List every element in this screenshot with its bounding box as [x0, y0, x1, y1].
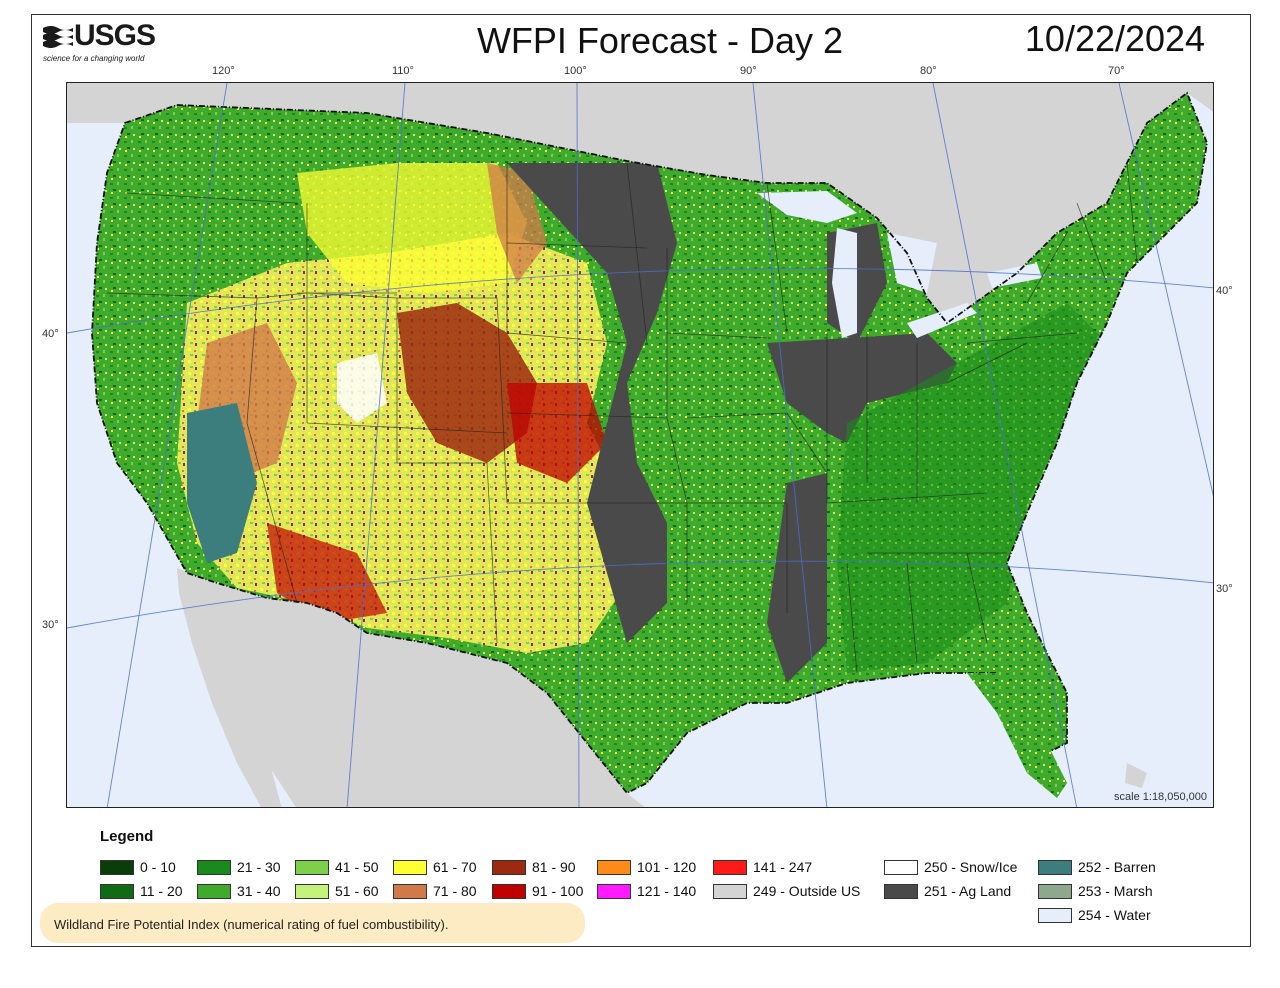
- legend-swatch: [393, 859, 427, 875]
- longitude-label: 100°: [564, 65, 587, 77]
- legend-item: 31 - 40: [197, 882, 281, 900]
- longitude-label: 80°: [920, 65, 937, 77]
- legend-item: 249 - Outside US: [713, 882, 860, 900]
- legend-label: 81 - 90: [532, 859, 576, 875]
- mexico-outside-us: [177, 568, 645, 807]
- legend-swatch: [100, 883, 134, 899]
- legend-swatch: [713, 883, 747, 899]
- legend-swatch: [597, 859, 631, 875]
- legend-label: 71 - 80: [433, 883, 477, 899]
- legend-item: 121 - 140: [597, 882, 696, 900]
- latitude-label-right: 40°: [1216, 285, 1233, 297]
- legend-swatch: [295, 859, 329, 875]
- legend-label: 61 - 70: [433, 859, 477, 875]
- legend-label: 91 - 100: [532, 883, 584, 899]
- legend-label: 253 - Marsh: [1078, 883, 1153, 899]
- state-boundaries: [106, 162, 1138, 674]
- legend-label: 252 - Barren: [1078, 859, 1156, 875]
- legend-caption: Wildland Fire Potential Index (numerical…: [54, 917, 449, 932]
- legend-swatch: [197, 859, 231, 875]
- legend-item: 252 - Barren: [1038, 858, 1156, 876]
- map-canvas: [67, 83, 1213, 807]
- legend-item: 253 - Marsh: [1038, 882, 1153, 900]
- legend-item: 254 - Water: [1038, 906, 1151, 924]
- legend-label: 250 - Snow/Ice: [924, 859, 1018, 875]
- lake-erie: [907, 303, 977, 338]
- legend-label: 249 - Outside US: [753, 883, 861, 899]
- us-border: [91, 91, 1208, 795]
- baja-outside-us: [177, 568, 282, 807]
- legend-swatch: [884, 883, 918, 899]
- usgs-wave-icon: [43, 26, 73, 48]
- lake-superior: [757, 191, 857, 223]
- legend-swatch: [100, 859, 134, 875]
- legend-label: 251 - Ag Land: [924, 883, 1012, 899]
- latitude-label-left: 30°: [42, 619, 59, 631]
- latitude-label-right: 30°: [1216, 583, 1233, 595]
- legend-item: 11 - 20: [100, 882, 183, 900]
- legend-item: 141 - 247: [713, 858, 812, 876]
- longitude-label: 110°: [392, 65, 414, 77]
- legend-item: 101 - 120: [597, 858, 696, 876]
- legend-item: 41 - 50: [295, 858, 379, 876]
- legend-swatch: [295, 883, 329, 899]
- legend-swatch: [1038, 859, 1072, 875]
- legend-item: 21 - 30: [197, 858, 281, 876]
- longitude-label: 70°: [1108, 65, 1125, 77]
- legend-swatch: [1038, 907, 1072, 923]
- legend-swatch: [492, 883, 526, 899]
- map-date: 10/22/2024: [1024, 18, 1206, 59]
- caption-highlight: [40, 903, 585, 943]
- legend-item: 91 - 100: [492, 882, 583, 900]
- latitude-label-left: 40°: [42, 328, 59, 340]
- bahamas-outside-us: [1125, 763, 1147, 788]
- legend-swatch: [597, 883, 631, 899]
- legend-label: 121 - 140: [637, 883, 697, 899]
- legend-item: 0 - 10: [100, 858, 176, 876]
- florida-peninsula: [967, 673, 1067, 798]
- graticule: [67, 83, 1213, 807]
- legend-item: 251 - Ag Land: [884, 882, 1011, 900]
- legend-swatch: [1038, 883, 1072, 899]
- legend-item: 51 - 60: [295, 882, 379, 900]
- map-title: WFPI Forecast - Day 2: [476, 20, 844, 61]
- legend-label: 254 - Water: [1078, 907, 1151, 923]
- legend-swatch: [393, 883, 427, 899]
- legend-label: 41 - 50: [335, 859, 379, 875]
- legend-label: 51 - 60: [335, 883, 379, 899]
- legend-item: 250 - Snow/Ice: [884, 858, 1017, 876]
- legend-label: 11 - 20: [140, 883, 183, 899]
- legend-label: 101 - 120: [637, 859, 697, 875]
- map-scale: scale 1:18,050,000: [1114, 791, 1207, 803]
- legend-swatch: [492, 859, 526, 875]
- legend-label: 0 - 10: [140, 859, 176, 875]
- logo-tagline: science for a changing world: [43, 54, 145, 63]
- legend-title: Legend: [100, 828, 154, 845]
- longitude-label: 90°: [740, 65, 757, 77]
- legend-item: 81 - 90: [492, 858, 576, 876]
- legend-label: 141 - 247: [753, 859, 813, 875]
- legend-swatch: [884, 859, 918, 875]
- longitude-label: 120°: [212, 65, 235, 77]
- legend-swatch: [713, 859, 747, 875]
- legend-label: 31 - 40: [237, 883, 281, 899]
- usgs-logo: USGS science for a changing world: [43, 19, 158, 66]
- legend-swatch: [197, 883, 231, 899]
- legend-item: 71 - 80: [393, 882, 477, 900]
- legend-label: 21 - 30: [237, 859, 281, 875]
- legend-item: 61 - 70: [393, 858, 477, 876]
- wfpi-map: scale 1:18,050,000: [66, 82, 1214, 808]
- logo-text: USGS: [74, 19, 156, 52]
- lake-michigan: [832, 228, 857, 338]
